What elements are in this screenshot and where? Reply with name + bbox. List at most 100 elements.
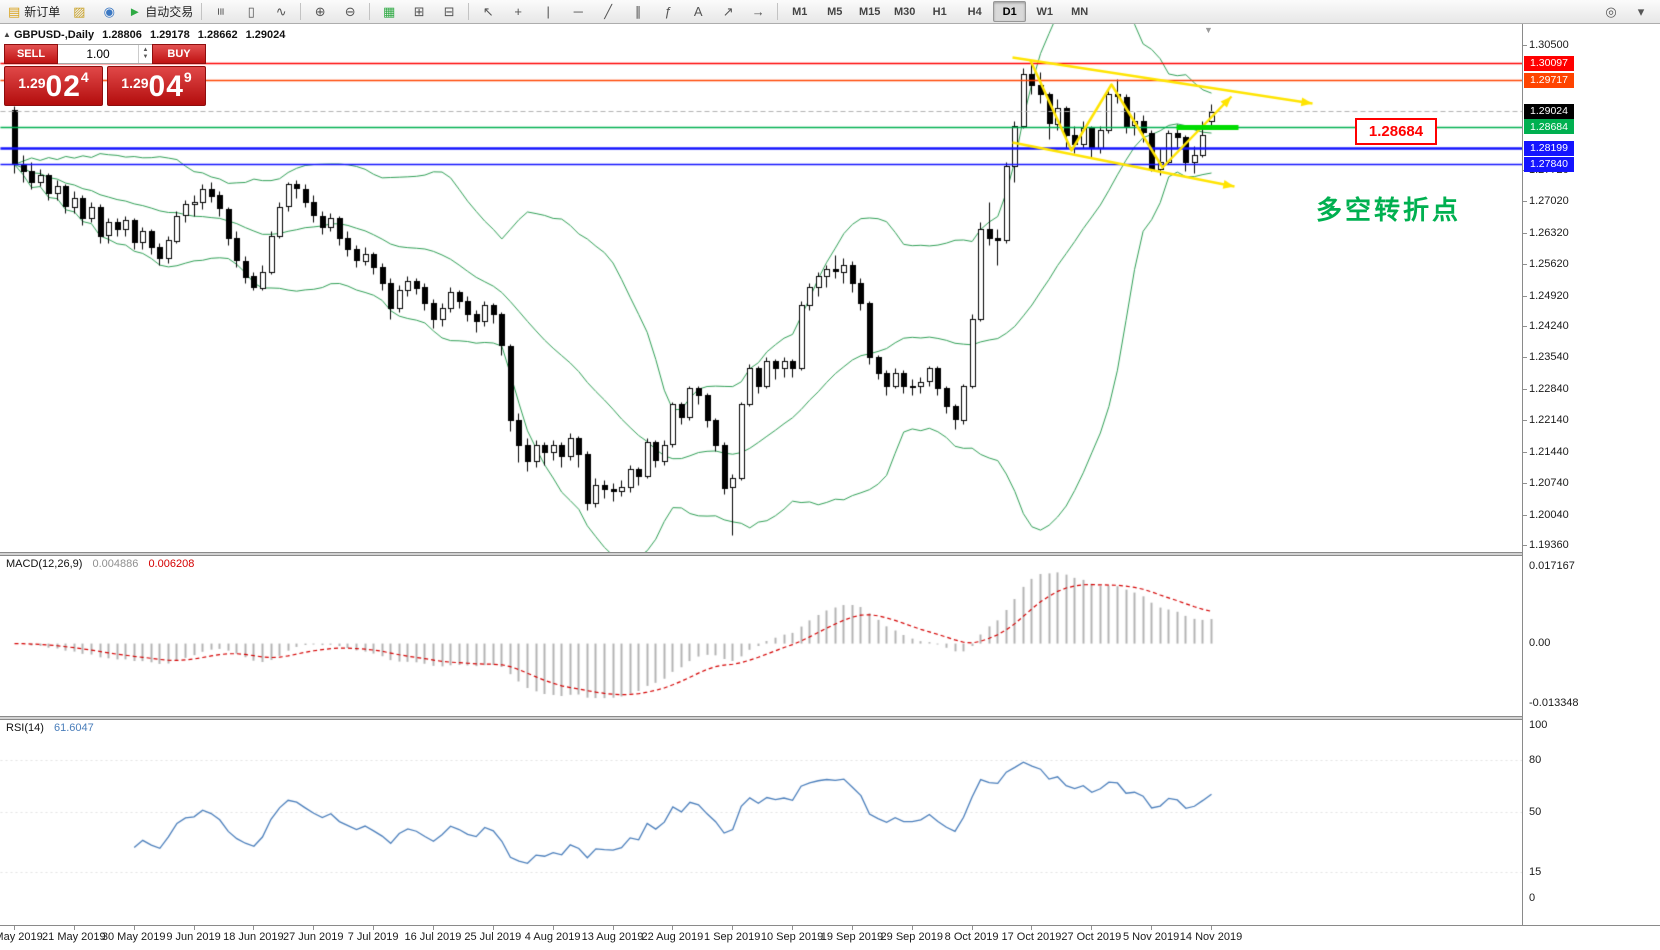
zoom-in-button[interactable]: ⊕ <box>305 1 335 23</box>
date-tick-mark <box>492 926 494 930</box>
channel-button[interactable]: ∥ <box>623 1 653 23</box>
volume-input[interactable] <box>58 45 138 63</box>
autotrading-button[interactable]: ► 自动交易 <box>124 1 197 23</box>
price-axis-tick: 1.24920 <box>1529 289 1569 302</box>
main-chart-canvas[interactable] <box>0 24 1522 552</box>
axis-tick-mark <box>1523 483 1527 485</box>
date-axis-label: 5 Nov 2019 <box>1123 931 1180 943</box>
timeframe-m5-button[interactable]: M5 <box>827 5 843 18</box>
rsi-indicator-label: RSI(14) 61.6047 <box>6 722 94 734</box>
timeframe-h4-button[interactable]: H4 <box>967 5 982 18</box>
macd-signal-value: 0.006208 <box>148 558 195 570</box>
timeframe-m1-button[interactable]: M1 <box>792 5 808 18</box>
crosshair-button[interactable]: + <box>503 1 533 23</box>
timeframe-m15-button[interactable]: M15 <box>859 5 881 18</box>
rsi-axis-tick: 50 <box>1529 805 1542 818</box>
macd-title: MACD(12,26,9) <box>6 558 83 570</box>
date-axis-label: 1 Sep 2019 <box>704 931 761 943</box>
text-button[interactable]: A <box>683 1 713 23</box>
date-tick-mark <box>672 926 674 930</box>
tile-windows-button[interactable]: ⊞ <box>404 1 434 23</box>
axis-tick-mark <box>1523 357 1527 359</box>
volume-down-button[interactable]: ▼ <box>142 54 149 60</box>
price-axis-tick: 1.22140 <box>1529 414 1569 427</box>
bar-chart-button[interactable]: ≡ <box>206 1 236 23</box>
cursor-button[interactable]: ↖ <box>473 1 503 23</box>
date-tick-mark <box>851 926 853 930</box>
sell-button[interactable]: SELL <box>4 44 58 64</box>
date-tick-mark <box>732 926 734 930</box>
date-axis-label: 18 Jun 2019 <box>223 931 284 943</box>
volume-up-button[interactable]: ▲ <box>142 47 149 53</box>
toolbar-separator <box>300 3 302 20</box>
chart-shift-button[interactable]: → <box>743 1 773 23</box>
timeframe-m30-button[interactable]: M30 <box>894 5 916 18</box>
axis-tick-mark <box>1523 45 1527 47</box>
chart-symbol-period: GBPUSD-,Daily <box>14 29 95 41</box>
trade-panel-collapse-icon[interactable]: ▲ <box>3 30 11 39</box>
toolbar-separator <box>369 3 371 20</box>
community-button[interactable]: ◉ <box>94 1 124 23</box>
price-axis-tick: 1.20740 <box>1529 477 1569 490</box>
date-axis-label: 25 Jul 2019 <box>464 931 522 943</box>
date-axis-label: 19 Sep 2019 <box>820 931 884 943</box>
trendline-button[interactable]: ╱ <box>593 1 623 23</box>
date-tick-mark <box>1151 926 1153 930</box>
date-tick-mark <box>14 926 15 930</box>
new-order-button[interactable]: ▤ 新订单 <box>4 1 64 23</box>
rsi-axis-tick: 0 <box>1529 892 1536 904</box>
buy-button[interactable]: BUY <box>152 44 206 64</box>
date-axis-label: 27 Jun 2019 <box>282 931 344 943</box>
community-icon: ◉ <box>103 4 115 19</box>
line-chart-button[interactable]: ∿ <box>266 1 296 23</box>
new-chart-button[interactable]: ▦ <box>374 1 404 23</box>
horizontal-line-button[interactable]: ─ <box>563 1 593 23</box>
rsi-panel-canvas[interactable] <box>0 720 1522 925</box>
macd-panel-canvas[interactable] <box>0 556 1522 716</box>
price-axis[interactable]: 1.305001.277201.270201.263201.256201.249… <box>1523 24 1660 925</box>
date-tick-mark <box>313 926 315 930</box>
new-order-button-label: 新订单 <box>24 5 61 19</box>
sell-price-point: 4 <box>80 69 89 85</box>
toolbar: ▤ 新订单 ▨ ◉ ► 自动交易 ≡ ▯ ∿ ⊕ ⊖ ▦ ⊞ ⊟ ↖ + | ─ ╱ ∥ ƒ A ↗ → M1 M5 M15 M30… <box>0 0 1660 24</box>
timeframe-w1-button[interactable]: W1 <box>1036 5 1053 18</box>
date-tick-mark <box>373 926 375 930</box>
options-button[interactable]: ▾ <box>1626 1 1656 23</box>
date-axis-label: 21 May 2019 <box>42 931 106 943</box>
fibonacci-button[interactable]: ƒ <box>653 1 683 23</box>
panel-separator-rsi[interactable] <box>0 716 1660 720</box>
profiles-icon: ▨ <box>73 4 86 19</box>
sell-price-pips: 02 <box>45 70 81 103</box>
search-button[interactable]: ◎ <box>1596 1 1626 23</box>
date-axis-label: 13 Aug 2019 <box>581 931 644 943</box>
price-axis-tick: 1.23540 <box>1529 351 1569 364</box>
timeframe-d1-button[interactable]: D1 <box>993 1 1027 22</box>
axis-tick-mark <box>1523 326 1527 328</box>
cursor-icon: ↖ <box>482 4 494 19</box>
date-axis-label: 14 Nov 2019 <box>1179 931 1243 943</box>
date-tick-mark <box>552 926 554 930</box>
rsi-axis-tick: 15 <box>1529 866 1542 879</box>
sell-price-button[interactable]: 1.29024 <box>4 66 103 106</box>
date-tick-mark <box>193 926 195 930</box>
zoom-out-button[interactable]: ⊖ <box>335 1 365 23</box>
buy-price-button[interactable]: 1.29049 <box>107 66 206 106</box>
cascade-windows-button[interactable]: ⊟ <box>434 1 464 23</box>
profiles-button[interactable]: ▨ <box>64 1 94 23</box>
timeframe-mn-button[interactable]: MN <box>1071 5 1089 18</box>
vertical-line-button[interactable]: | <box>533 1 563 23</box>
arrows-button[interactable]: ↗ <box>713 1 743 23</box>
date-axis-label: 17 Oct 2019 <box>1001 931 1062 943</box>
axis-tick-mark <box>1523 201 1527 203</box>
date-tick-mark <box>432 926 434 930</box>
rsi-value: 61.6047 <box>53 722 94 734</box>
chart-low: 1.28662 <box>197 29 238 41</box>
timeframe-h1-button[interactable]: H1 <box>932 5 947 18</box>
macd-main-value: 0.004886 <box>92 558 139 570</box>
candlestick-chart-button[interactable]: ▯ <box>236 1 266 23</box>
panel-separator-macd[interactable] <box>0 552 1660 556</box>
date-axis-label: 30 May 2019 <box>101 931 166 943</box>
price-callout-box[interactable]: 1.28684 <box>1355 118 1437 145</box>
